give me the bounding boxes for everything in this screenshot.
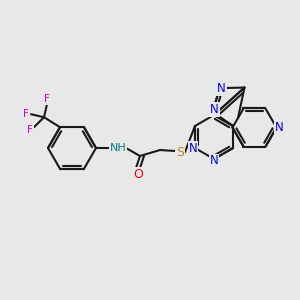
Text: F: F [27, 125, 33, 135]
Text: S: S [176, 146, 184, 158]
Text: N: N [210, 103, 219, 116]
Text: N: N [275, 121, 284, 134]
Text: N: N [210, 154, 218, 167]
Text: F: F [23, 109, 29, 119]
Text: N: N [189, 142, 197, 154]
Text: O: O [133, 167, 143, 181]
Text: NH: NH [110, 143, 126, 153]
Text: N: N [217, 82, 226, 95]
Text: F: F [44, 94, 50, 104]
